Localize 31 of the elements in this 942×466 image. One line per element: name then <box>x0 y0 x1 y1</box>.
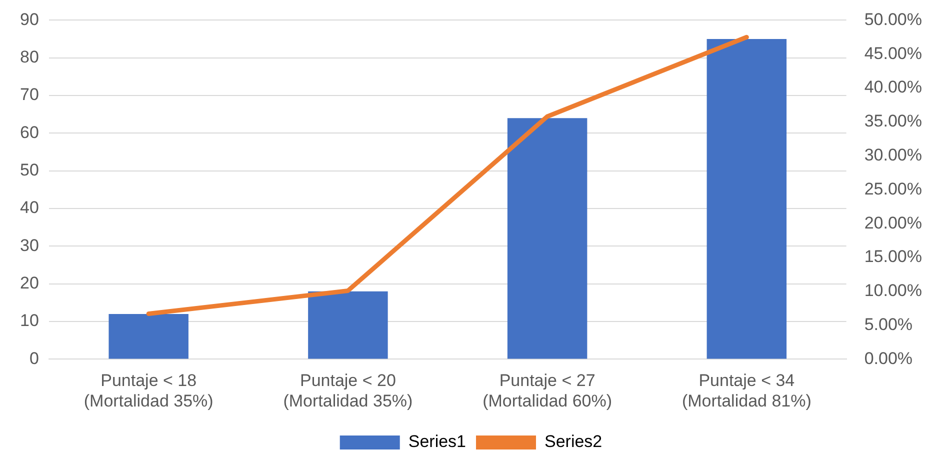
x-tick-label: Puntaje < 27 (Mortalidad 60%) <box>482 371 612 410</box>
x-tick-label: Puntaje < 34 (Mortalidad 81%) <box>682 371 812 410</box>
y-tick-label: 0 <box>29 348 39 368</box>
y-tick-label: 50 <box>20 160 39 180</box>
bar <box>108 314 188 359</box>
y-tick-label: 80 <box>20 48 39 67</box>
x-tick-label: Puntaje < 18 (Mortalidad 35%) <box>84 371 214 410</box>
y2-tick-label: 5.00% <box>864 314 913 334</box>
y-tick-label: 10 <box>20 311 39 330</box>
y2-tick-label: 25.00% <box>864 179 922 198</box>
y-tick-label: 30 <box>20 236 39 255</box>
legend-label: Series2 <box>544 432 602 452</box>
y2-tick-label: 45.00% <box>864 44 922 63</box>
y2-tick-label: 50.00% <box>864 10 922 29</box>
y2-tick-label: 0.00% <box>864 348 913 368</box>
bar <box>507 118 588 359</box>
bar <box>706 39 787 359</box>
y-tick-label: 40 <box>20 198 39 218</box>
y-tick-label: 70 <box>20 85 39 104</box>
legend-label: Series1 <box>408 432 466 452</box>
x-tick-label: Puntaje < 20 (Mortalidad 35%) <box>283 371 413 410</box>
y-tick-label: 90 <box>20 10 39 29</box>
y-tick-label: 60 <box>20 122 39 142</box>
y-tick-label: 20 <box>20 274 39 293</box>
y2-tick-label: 20.00% <box>864 213 922 232</box>
bar <box>308 291 388 359</box>
y2-tick-label: 40.00% <box>864 78 922 97</box>
y2-tick-label: 30.00% <box>864 145 922 164</box>
y2-tick-label: 35.00% <box>864 112 922 131</box>
y2-tick-label: 15.00% <box>864 247 922 266</box>
y2-tick-label: 10.00% <box>864 281 922 300</box>
